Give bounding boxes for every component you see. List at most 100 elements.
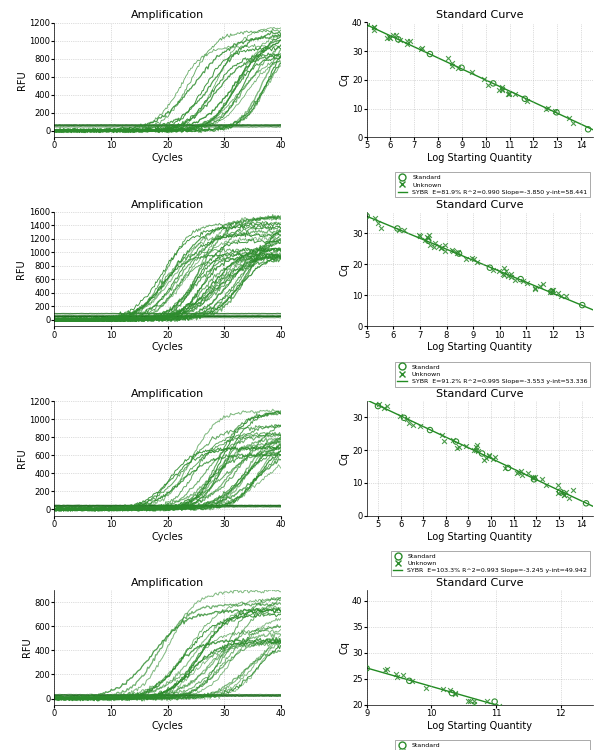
Point — [497, 83, 506, 95]
Point — [393, 34, 403, 46]
Point — [370, 212, 379, 224]
Point — [494, 700, 504, 712]
Point — [503, 88, 512, 100]
Point — [535, 280, 545, 292]
Point — [440, 244, 450, 256]
Point — [529, 473, 539, 485]
Point — [520, 706, 529, 718]
Point — [379, 402, 388, 414]
Point — [506, 272, 515, 284]
Point — [528, 472, 538, 484]
Point — [503, 270, 512, 282]
Point — [376, 222, 385, 234]
Point — [490, 451, 500, 463]
Point — [498, 84, 508, 96]
Point — [472, 256, 482, 268]
Point — [404, 417, 414, 429]
Point — [516, 273, 526, 285]
Point — [415, 230, 425, 242]
Point — [436, 242, 446, 254]
Point — [370, 21, 379, 33]
Point — [553, 488, 563, 500]
Point — [538, 278, 548, 290]
Point — [577, 299, 587, 311]
Point — [552, 106, 561, 118]
Point — [469, 444, 479, 456]
Point — [448, 245, 457, 257]
Point — [530, 283, 540, 295]
Point — [447, 57, 457, 69]
Point — [465, 694, 475, 706]
Point — [488, 452, 497, 464]
Point — [384, 31, 394, 43]
Point — [554, 286, 563, 298]
Point — [471, 444, 481, 456]
Point — [450, 686, 460, 698]
Point — [517, 466, 526, 478]
Y-axis label: Cq: Cq — [339, 641, 349, 654]
Point — [490, 695, 500, 707]
Point — [517, 469, 526, 481]
Point — [543, 102, 552, 114]
Point — [537, 473, 547, 485]
Point — [398, 669, 408, 681]
Point — [369, 24, 379, 36]
Point — [471, 440, 480, 452]
Point — [461, 440, 471, 452]
Point — [530, 471, 540, 483]
Point — [494, 265, 504, 277]
Point — [488, 77, 498, 89]
Point — [430, 237, 439, 249]
X-axis label: Log Starting Quantity: Log Starting Quantity — [427, 721, 532, 731]
Point — [479, 73, 489, 85]
Point — [469, 698, 479, 710]
Point — [416, 43, 426, 55]
Point — [429, 241, 439, 253]
Point — [499, 262, 508, 274]
Y-axis label: RFU: RFU — [22, 638, 31, 658]
Point — [453, 247, 462, 259]
Y-axis label: RFU: RFU — [16, 448, 27, 468]
Point — [374, 398, 384, 410]
Point — [494, 84, 503, 96]
Point — [556, 290, 566, 302]
X-axis label: Cycles: Cycles — [152, 532, 183, 542]
Point — [408, 675, 417, 687]
Point — [436, 242, 446, 254]
Legend: Standard, Unknown, SYBR  E=81.9% R^2=0.990 Slope=-3.850 y-int=58.441: Standard, Unknown, SYBR E=81.9% R^2=0.99… — [395, 172, 590, 197]
Point — [529, 713, 538, 725]
Point — [453, 62, 463, 74]
Point — [554, 479, 563, 491]
Point — [394, 224, 404, 236]
Point — [524, 466, 534, 478]
Title: Standard Curve: Standard Curve — [436, 578, 523, 588]
Point — [583, 123, 593, 135]
X-axis label: Cycles: Cycles — [152, 721, 183, 731]
Point — [513, 466, 523, 478]
Point — [443, 53, 453, 64]
Title: Standard Curve: Standard Curve — [436, 388, 523, 399]
Point — [550, 105, 560, 117]
Point — [555, 485, 565, 497]
Point — [485, 262, 495, 274]
X-axis label: Cycles: Cycles — [152, 343, 183, 352]
Point — [541, 479, 551, 491]
Point — [509, 709, 519, 721]
Point — [497, 81, 507, 93]
Point — [362, 210, 371, 222]
Point — [504, 88, 514, 100]
Point — [520, 93, 530, 105]
Point — [381, 664, 390, 676]
Point — [402, 34, 411, 46]
Point — [546, 286, 556, 298]
Title: Amplification: Amplification — [131, 578, 204, 588]
Point — [373, 217, 382, 229]
Point — [373, 400, 383, 412]
Point — [461, 253, 471, 265]
Point — [425, 424, 435, 436]
Point — [541, 104, 551, 116]
Point — [568, 117, 578, 129]
Point — [522, 94, 531, 106]
Point — [469, 253, 479, 265]
Point — [477, 448, 487, 460]
